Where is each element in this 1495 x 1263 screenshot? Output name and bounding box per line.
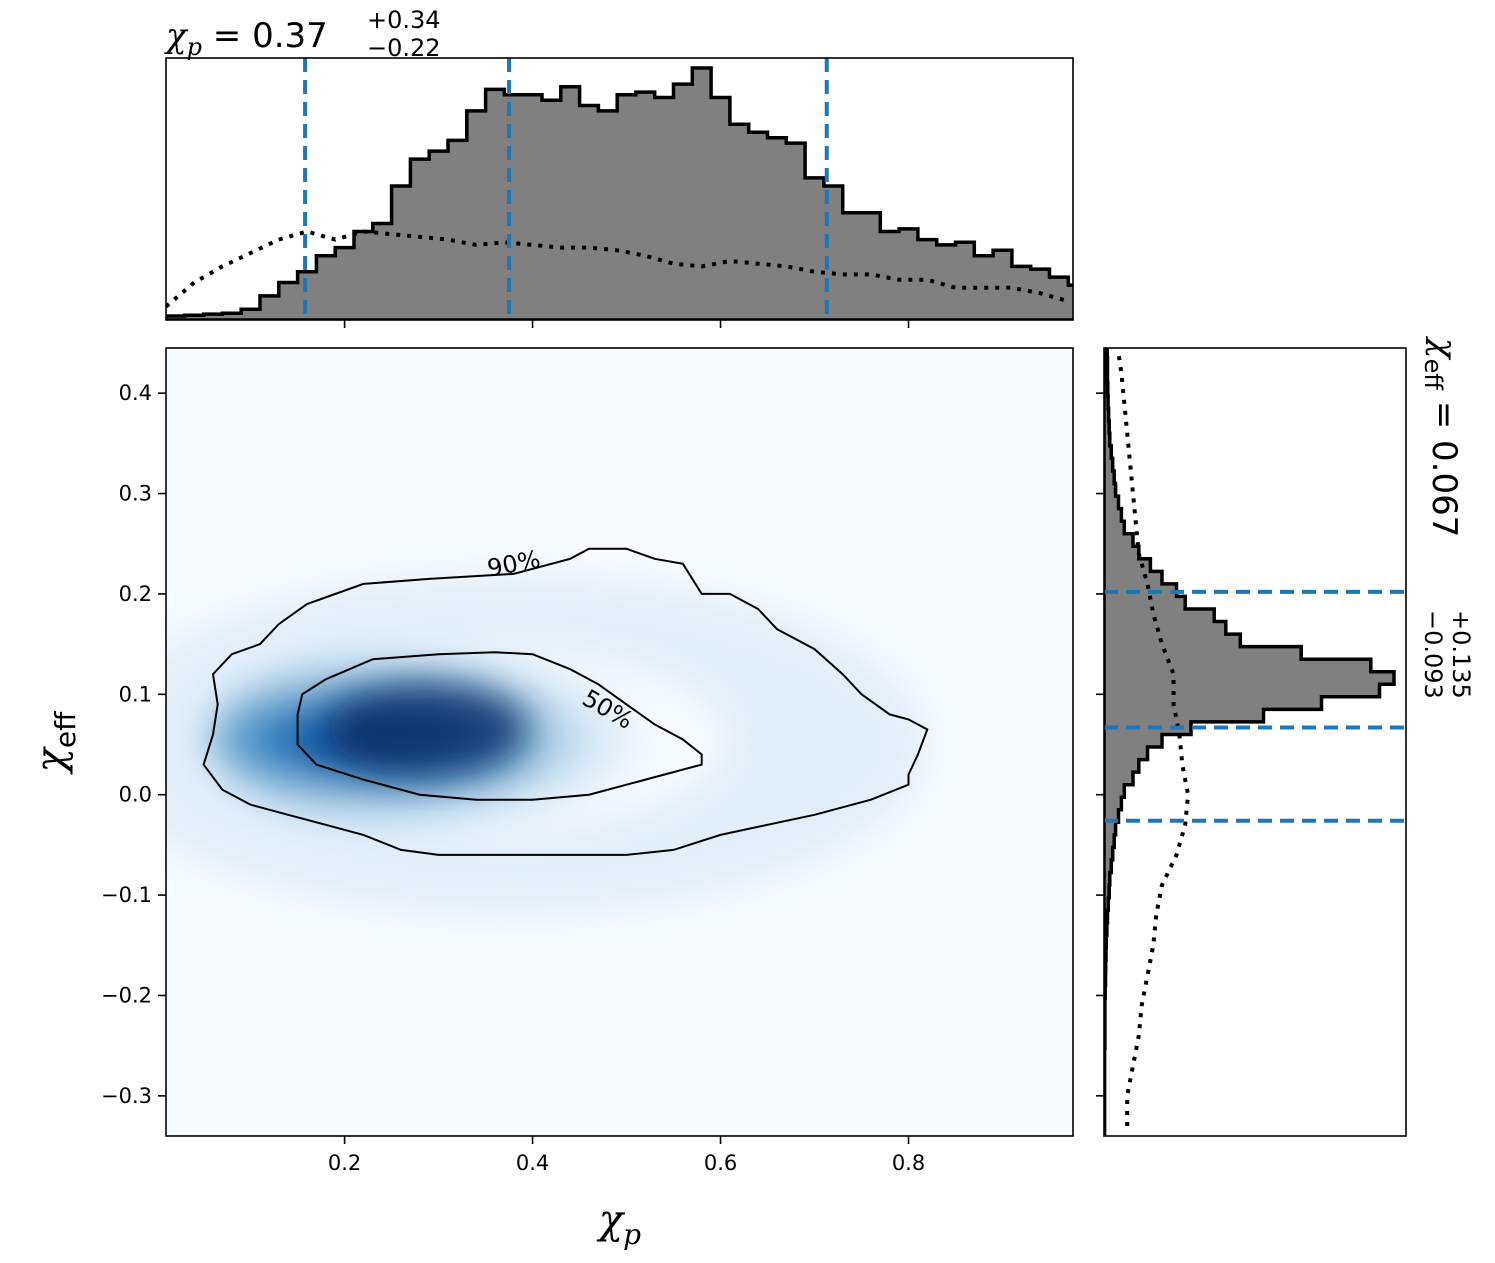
x-tick-label: 0.8 [892,1151,925,1175]
x-axis-label: χp [596,1197,641,1251]
chi-eff-prior-curve [1116,352,1191,1126]
y-tick-label: 0.4 [119,381,152,405]
y-tick-label: 0.3 [119,482,152,506]
top-marginal-panel: χp = 0.37 +0.34 −0.22 [164,6,1074,328]
y-tick-label: 0.1 [119,682,152,706]
right-marginal-panel: χeff = 0.067 +0.135 −0.093 [1096,336,1475,1137]
joint-panel: 90%50% 0.2 0.4 0.6 0.8 0.40.30.20.10.0−0.1−… [28,347,1074,1251]
chi-eff-posterior-histogram [1104,348,1396,1136]
right-marginal-ticks [1096,392,1104,1097]
joint-y-ticks: 0.4 0.3 0.2 0.1 0.0 −0.1 −0.2 −0.3 [101,381,166,1108]
right-marginal-frame [1103,347,1407,1137]
chi-p-upper-error: +0.34 [367,6,441,34]
y-tick-label: −0.3 [101,1084,152,1108]
chi-p-posterior-histogram [166,66,1073,320]
chi-eff-quantile-lines [1104,589,1406,823]
x-tick-label: 0.6 [704,1151,737,1175]
top-marginal-frame [165,57,1074,321]
chi-eff-summary-title: χeff = 0.067 +0.135 −0.093 [1419,336,1475,699]
y-axis-label: χeff [28,711,82,775]
x-tick-label: 0.4 [516,1151,549,1175]
top-marginal-ticks [343,320,910,328]
density-heatmap [166,574,928,915]
svg-text:χeff = 0.067: χeff = 0.067 [1419,336,1464,537]
chi-p-lower-error: −0.22 [367,34,441,62]
y-tick-label: −0.2 [101,983,152,1007]
y-tick-label: −0.1 [101,883,152,907]
y-tick-label: 0.0 [119,783,152,807]
chi-eff-upper-error: +0.135 [1447,610,1475,699]
x-tick-label: 0.2 [328,1151,361,1175]
joint-x-ticks: 0.2 0.4 0.6 0.8 [328,1136,925,1175]
density-core [327,684,528,775]
y-tick-label: 0.2 [119,582,152,606]
chi-eff-lower-error: −0.093 [1419,610,1447,699]
contour-line-1 [296,651,703,801]
contour-line-0 [202,547,929,856]
joint-frame [165,347,1074,1137]
chi-p-summary-title: χp = 0.37 [164,16,328,61]
chi-p-prior-curve [166,229,1069,309]
